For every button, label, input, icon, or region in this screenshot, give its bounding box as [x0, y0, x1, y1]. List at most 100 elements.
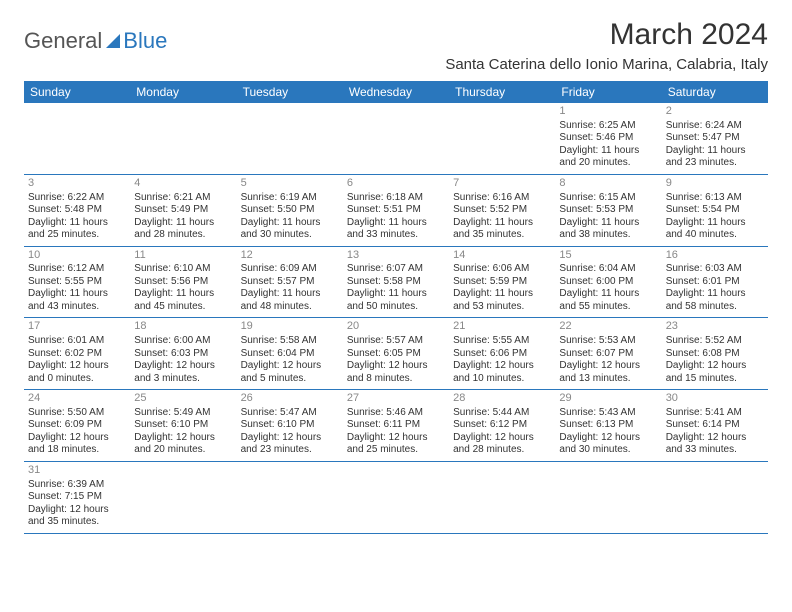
- calendar-day-cell: 17Sunrise: 6:01 AMSunset: 6:02 PMDayligh…: [24, 318, 130, 390]
- day-sunset: Sunset: 6:10 PM: [241, 419, 339, 432]
- calendar-week-row: 1Sunrise: 6:25 AMSunset: 5:46 PMDaylight…: [24, 103, 768, 174]
- day-dl1: Daylight: 11 hours: [347, 288, 445, 301]
- day-sunset: Sunset: 5:56 PM: [134, 276, 232, 289]
- calendar-empty-cell: [343, 461, 449, 533]
- day-dl1: Daylight: 12 hours: [241, 360, 339, 373]
- day-number: 9: [666, 177, 764, 191]
- calendar-day-cell: 26Sunrise: 5:47 AMSunset: 6:10 PMDayligh…: [237, 390, 343, 462]
- day-dl1: Daylight: 11 hours: [241, 288, 339, 301]
- day-sunset: Sunset: 6:11 PM: [347, 419, 445, 432]
- day-number: 26: [241, 392, 339, 406]
- day-dl2: and 25 minutes.: [347, 444, 445, 457]
- day-dl2: and 10 minutes.: [453, 373, 551, 386]
- weekday-header: Friday: [555, 81, 661, 103]
- day-dl2: and 45 minutes.: [134, 301, 232, 314]
- calendar-week-row: 17Sunrise: 6:01 AMSunset: 6:02 PMDayligh…: [24, 318, 768, 390]
- day-sunset: Sunset: 5:54 PM: [666, 204, 764, 217]
- day-number: 28: [453, 392, 551, 406]
- calendar-day-cell: 9Sunrise: 6:13 AMSunset: 5:54 PMDaylight…: [662, 174, 768, 246]
- calendar-day-cell: 5Sunrise: 6:19 AMSunset: 5:50 PMDaylight…: [237, 174, 343, 246]
- day-sunset: Sunset: 6:07 PM: [559, 348, 657, 361]
- day-sunset: Sunset: 6:06 PM: [453, 348, 551, 361]
- calendar-day-cell: 11Sunrise: 6:10 AMSunset: 5:56 PMDayligh…: [130, 246, 236, 318]
- calendar-day-cell: 23Sunrise: 5:52 AMSunset: 6:08 PMDayligh…: [662, 318, 768, 390]
- calendar-empty-cell: [449, 461, 555, 533]
- calendar-empty-cell: [449, 103, 555, 174]
- day-sunset: Sunset: 5:59 PM: [453, 276, 551, 289]
- weekday-header: Wednesday: [343, 81, 449, 103]
- day-number: 22: [559, 320, 657, 334]
- day-dl1: Daylight: 12 hours: [241, 432, 339, 445]
- day-dl1: Daylight: 11 hours: [666, 145, 764, 158]
- calendar-day-cell: 4Sunrise: 6:21 AMSunset: 5:49 PMDaylight…: [130, 174, 236, 246]
- day-number: 6: [347, 177, 445, 191]
- page-title: March 2024: [445, 18, 768, 52]
- day-sunrise: Sunrise: 5:46 AM: [347, 407, 445, 420]
- day-sunrise: Sunrise: 6:24 AM: [666, 120, 764, 133]
- calendar-day-cell: 19Sunrise: 5:58 AMSunset: 6:04 PMDayligh…: [237, 318, 343, 390]
- day-dl2: and 28 minutes.: [453, 444, 551, 457]
- day-sunset: Sunset: 5:58 PM: [347, 276, 445, 289]
- logo: General Blue: [24, 28, 167, 54]
- day-dl1: Daylight: 11 hours: [28, 217, 126, 230]
- day-number: 17: [28, 320, 126, 334]
- day-number: 8: [559, 177, 657, 191]
- day-sunrise: Sunrise: 6:07 AM: [347, 263, 445, 276]
- day-dl2: and 25 minutes.: [28, 229, 126, 242]
- day-dl2: and 0 minutes.: [28, 373, 126, 386]
- calendar-day-cell: 30Sunrise: 5:41 AMSunset: 6:14 PMDayligh…: [662, 390, 768, 462]
- calendar-day-cell: 1Sunrise: 6:25 AMSunset: 5:46 PMDaylight…: [555, 103, 661, 174]
- day-dl1: Daylight: 12 hours: [28, 360, 126, 373]
- calendar-day-cell: 24Sunrise: 5:50 AMSunset: 6:09 PMDayligh…: [24, 390, 130, 462]
- day-sunrise: Sunrise: 5:43 AM: [559, 407, 657, 420]
- calendar-day-cell: 16Sunrise: 6:03 AMSunset: 6:01 PMDayligh…: [662, 246, 768, 318]
- day-dl2: and 20 minutes.: [559, 157, 657, 170]
- day-sunset: Sunset: 6:03 PM: [134, 348, 232, 361]
- day-dl2: and 30 minutes.: [241, 229, 339, 242]
- calendar-day-cell: 20Sunrise: 5:57 AMSunset: 6:05 PMDayligh…: [343, 318, 449, 390]
- day-sunrise: Sunrise: 6:04 AM: [559, 263, 657, 276]
- day-dl2: and 23 minutes.: [241, 444, 339, 457]
- day-sunrise: Sunrise: 6:10 AM: [134, 263, 232, 276]
- day-dl1: Daylight: 11 hours: [134, 217, 232, 230]
- day-dl2: and 23 minutes.: [666, 157, 764, 170]
- day-dl1: Daylight: 11 hours: [666, 217, 764, 230]
- day-sunrise: Sunrise: 5:47 AM: [241, 407, 339, 420]
- day-sunset: Sunset: 6:09 PM: [28, 419, 126, 432]
- day-number: 19: [241, 320, 339, 334]
- day-dl1: Daylight: 12 hours: [666, 360, 764, 373]
- calendar-empty-cell: [130, 461, 236, 533]
- day-dl1: Daylight: 11 hours: [559, 217, 657, 230]
- day-number: 23: [666, 320, 764, 334]
- day-sunrise: Sunrise: 6:03 AM: [666, 263, 764, 276]
- weekday-header: Thursday: [449, 81, 555, 103]
- day-dl2: and 28 minutes.: [134, 229, 232, 242]
- calendar-day-cell: 21Sunrise: 5:55 AMSunset: 6:06 PMDayligh…: [449, 318, 555, 390]
- day-sunrise: Sunrise: 6:21 AM: [134, 192, 232, 205]
- day-sunset: Sunset: 5:55 PM: [28, 276, 126, 289]
- day-sunset: Sunset: 5:46 PM: [559, 132, 657, 145]
- calendar-day-cell: 29Sunrise: 5:43 AMSunset: 6:13 PMDayligh…: [555, 390, 661, 462]
- calendar-empty-cell: [343, 103, 449, 174]
- day-sunrise: Sunrise: 5:52 AM: [666, 335, 764, 348]
- calendar-empty-cell: [662, 461, 768, 533]
- day-dl1: Daylight: 12 hours: [134, 432, 232, 445]
- day-dl2: and 20 minutes.: [134, 444, 232, 457]
- logo-text-1: General: [24, 28, 102, 54]
- day-dl2: and 58 minutes.: [666, 301, 764, 314]
- day-sunrise: Sunrise: 5:55 AM: [453, 335, 551, 348]
- day-sunset: Sunset: 7:15 PM: [28, 491, 126, 504]
- calendar-day-cell: 22Sunrise: 5:53 AMSunset: 6:07 PMDayligh…: [555, 318, 661, 390]
- day-dl2: and 40 minutes.: [666, 229, 764, 242]
- calendar-day-cell: 3Sunrise: 6:22 AMSunset: 5:48 PMDaylight…: [24, 174, 130, 246]
- day-dl1: Daylight: 12 hours: [559, 360, 657, 373]
- day-number: 5: [241, 177, 339, 191]
- calendar-week-row: 3Sunrise: 6:22 AMSunset: 5:48 PMDaylight…: [24, 174, 768, 246]
- calendar-day-cell: 25Sunrise: 5:49 AMSunset: 6:10 PMDayligh…: [130, 390, 236, 462]
- weekday-header: Sunday: [24, 81, 130, 103]
- day-sunset: Sunset: 5:51 PM: [347, 204, 445, 217]
- weekday-header: Tuesday: [237, 81, 343, 103]
- day-number: 10: [28, 249, 126, 263]
- calendar-day-cell: 6Sunrise: 6:18 AMSunset: 5:51 PMDaylight…: [343, 174, 449, 246]
- day-number: 15: [559, 249, 657, 263]
